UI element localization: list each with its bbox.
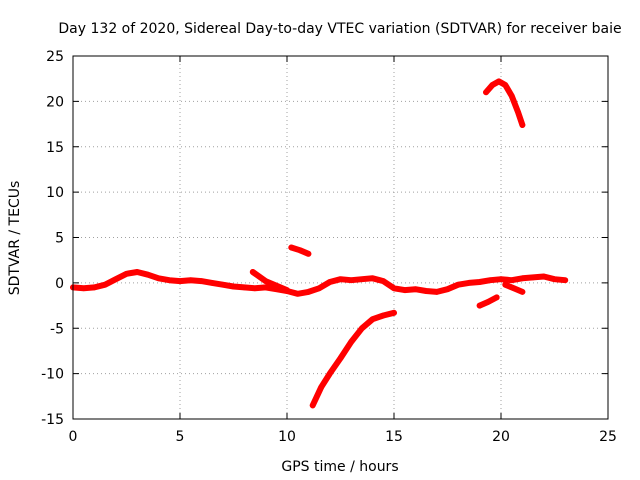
data-point	[134, 269, 140, 275]
data-point	[551, 276, 558, 283]
data-point	[519, 122, 526, 128]
x-tick-label: 25	[599, 429, 617, 445]
x-tick-label: 10	[278, 429, 296, 445]
data-point	[262, 284, 269, 291]
data-point	[493, 294, 500, 301]
data-point	[380, 312, 387, 319]
data-point	[297, 247, 303, 254]
series-peak-20h	[483, 78, 526, 128]
data-point	[519, 275, 526, 282]
data-point	[198, 278, 205, 284]
data-point	[166, 277, 173, 283]
grid	[73, 56, 608, 419]
data-point	[187, 277, 194, 283]
data-point	[275, 283, 282, 290]
data-point	[369, 316, 376, 322]
data-point	[502, 281, 509, 288]
data-point	[327, 370, 333, 377]
y-tick-label: 0	[55, 276, 64, 292]
data-point	[262, 278, 269, 284]
data-point	[380, 278, 387, 284]
data-point	[288, 244, 295, 251]
data-point	[348, 339, 355, 345]
data-point	[489, 82, 496, 88]
data-point	[220, 281, 226, 288]
data-point	[483, 89, 489, 96]
data-point	[511, 285, 517, 292]
data-point	[316, 285, 322, 292]
y-tick-label: -15	[41, 412, 64, 428]
data-point	[434, 289, 440, 295]
data-point	[309, 402, 316, 409]
data-point	[80, 285, 87, 292]
data-point	[562, 277, 568, 283]
data-point	[508, 277, 515, 283]
data-point	[230, 283, 237, 290]
x-tick-label: 15	[385, 429, 403, 445]
data-point	[348, 277, 355, 283]
plot-frame	[72, 55, 609, 420]
data-point	[123, 271, 130, 277]
data-point	[391, 310, 397, 316]
x-tick-label: 20	[492, 429, 510, 445]
x-tick-label: 0	[69, 429, 78, 445]
data-point	[444, 286, 451, 293]
data-point	[294, 290, 301, 297]
y-tick-label: -5	[50, 321, 64, 337]
data-point	[496, 78, 502, 85]
data-point	[177, 278, 183, 284]
y-tick-label: 15	[46, 140, 64, 156]
data-point	[487, 277, 494, 283]
data-point	[305, 251, 312, 257]
data-point	[145, 271, 151, 278]
data-point	[391, 285, 397, 292]
data-point	[466, 280, 472, 286]
data-point	[113, 276, 119, 283]
data-point	[337, 276, 344, 283]
data-point	[318, 384, 325, 391]
data-point	[476, 302, 483, 309]
data-point	[519, 289, 526, 295]
data-point	[209, 280, 215, 286]
data-point	[249, 269, 256, 275]
data-point	[327, 279, 333, 285]
series-rising-11h	[309, 309, 397, 409]
data-point	[412, 286, 419, 293]
data-point	[91, 284, 98, 291]
x-tick-label: 5	[176, 429, 185, 445]
data-point	[455, 281, 462, 288]
data-point	[252, 285, 258, 292]
axis-ticks: 0 5 10 15 20 25 -15 -10 -5 0 5 10 15 20 25	[41, 49, 617, 445]
data-point	[241, 284, 247, 291]
data-series	[70, 78, 569, 409]
y-tick-label: -10	[41, 367, 64, 383]
data-point	[155, 275, 162, 282]
y-tick-label: 10	[46, 185, 64, 201]
data-point	[508, 93, 515, 99]
data-point	[423, 288, 429, 294]
data-point	[515, 109, 521, 116]
data-point	[284, 287, 290, 293]
data-point	[359, 325, 365, 332]
y-axis-label: SDTVAR / TECUs	[7, 181, 23, 296]
series-arc-10h	[249, 269, 290, 294]
y-tick-label: 5	[55, 231, 64, 247]
data-point	[359, 276, 365, 283]
data-point	[369, 275, 376, 282]
data-point	[541, 273, 547, 280]
data-point	[485, 299, 491, 305]
data-point	[305, 289, 312, 295]
x-axis-label: GPS time / hours	[281, 459, 398, 475]
data-point	[502, 82, 509, 88]
data-point	[498, 276, 504, 283]
y-tick-label: 25	[46, 49, 64, 65]
data-point	[102, 281, 108, 288]
data-point	[337, 355, 344, 361]
data-point	[401, 287, 408, 293]
y-tick-label: 20	[46, 94, 64, 110]
data-point	[476, 279, 483, 285]
chart-title: Day 132 of 2020, Sidereal Day-to-day VTE…	[58, 21, 621, 37]
data-point	[530, 274, 536, 281]
